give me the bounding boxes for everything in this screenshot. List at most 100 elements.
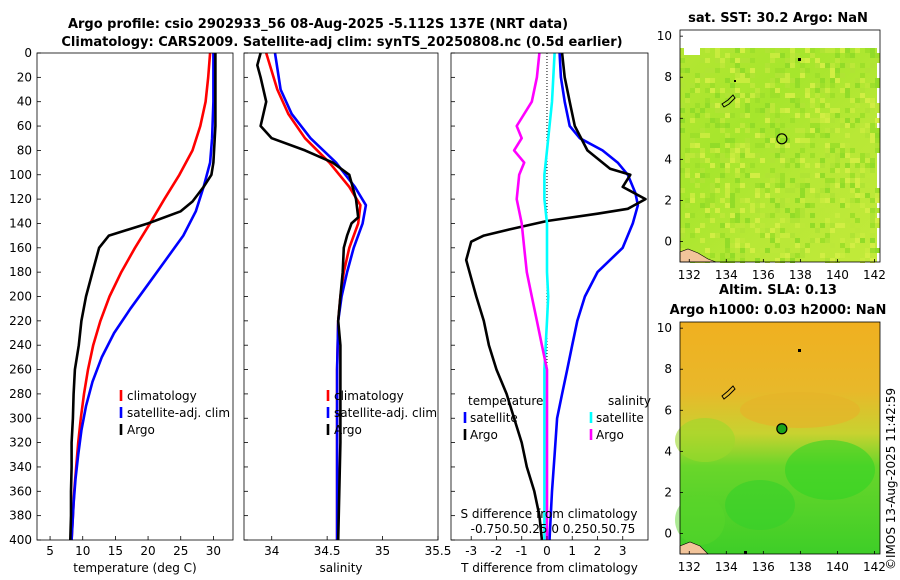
sst-cell (755, 253, 760, 258)
sst-cell (780, 158, 785, 163)
sst-cell (695, 88, 700, 93)
diff-xtick-label: 1 (568, 544, 576, 558)
sst-cell (765, 113, 770, 118)
sst-cell (830, 203, 835, 208)
sst-cell (815, 58, 820, 63)
sst-cell (705, 123, 710, 128)
sst-cell (685, 93, 690, 98)
sst-cell (710, 203, 715, 208)
sst-cell (780, 218, 785, 223)
sst-cell (820, 198, 825, 203)
sst-cell (845, 83, 850, 88)
sst-cell (810, 238, 815, 243)
diff-xtick-label: 0 (543, 544, 551, 558)
sst-cell (875, 218, 880, 223)
sst-cell (780, 73, 785, 78)
sst-cell (875, 128, 880, 133)
sst-cell (865, 68, 870, 73)
sst-cell (700, 238, 705, 243)
sst-cell (755, 198, 760, 203)
diff-xtick-label: -3 (465, 544, 477, 558)
sst-cell (745, 58, 750, 63)
m1ticks-xtick-label: 132 (678, 268, 701, 282)
sst-cell (780, 203, 785, 208)
sla-map-islet (798, 349, 801, 352)
sst-cell (860, 168, 865, 173)
sst-cell (700, 148, 705, 153)
sst-cell (680, 168, 685, 173)
sst-cell (805, 243, 810, 248)
sst-cell (790, 63, 795, 68)
sst-cell (865, 158, 870, 163)
sst-cell (805, 248, 810, 253)
sst-cell (735, 88, 740, 93)
sst-cell (755, 228, 760, 233)
sst-cell (780, 123, 785, 128)
sst-cell (850, 243, 855, 248)
sst-cell (760, 213, 765, 218)
sst-cell (835, 183, 840, 188)
sst-cell (775, 53, 780, 58)
sst-cell (785, 73, 790, 78)
sst-cell (750, 223, 755, 228)
sst-cell (845, 108, 850, 113)
sst-cell (795, 223, 800, 228)
sst-cell (835, 113, 840, 118)
sst-cell (855, 83, 860, 88)
sst-cell (790, 53, 795, 58)
sst-cell (860, 128, 865, 133)
sst-cell (840, 153, 845, 158)
sst-cell (710, 218, 715, 223)
sst-cell (720, 158, 725, 163)
sst-cell (725, 148, 730, 153)
sst-cell (875, 193, 880, 198)
sst-cell (860, 123, 865, 128)
sst-cell (715, 143, 720, 148)
sst-cell (700, 108, 705, 113)
sst-cell (875, 248, 880, 253)
sst-cell (720, 213, 725, 218)
sst-cell (765, 138, 770, 143)
sst-cell (725, 248, 730, 253)
sst-cell (690, 83, 695, 88)
sst-cell (840, 238, 845, 243)
sst-cell (770, 103, 775, 108)
sst-cell (740, 123, 745, 128)
sst-cell (770, 248, 775, 253)
sst-cell (735, 98, 740, 103)
sst-cell (785, 253, 790, 258)
sst-cell (735, 143, 740, 148)
sst-cell (840, 203, 845, 208)
credit-timestamp: ©IMOS 13-Aug-2025 11:42:59 (884, 388, 898, 570)
sst-cell (855, 178, 860, 183)
sla-map-title-1: Altim. SLA: 0.13 (719, 283, 837, 298)
sst-cell (775, 208, 780, 213)
sst-cell (680, 83, 685, 88)
sla-map-islet-2 (744, 551, 747, 554)
sst-cell (810, 133, 815, 138)
sst-cell (795, 138, 800, 143)
sst-cell (835, 78, 840, 83)
sst-cell (785, 218, 790, 223)
sst-cell (715, 148, 720, 153)
sst-cell (830, 78, 835, 83)
sst-cell (710, 88, 715, 93)
sst-cell (830, 83, 835, 88)
sst-cell (765, 118, 770, 123)
sst-cell (810, 128, 815, 133)
sst-cell (855, 78, 860, 83)
depth-tick-label: 100 (9, 168, 32, 182)
sst-cell (800, 143, 805, 148)
sst-cell (780, 143, 785, 148)
sst-cell (860, 153, 865, 158)
sal-series-1 (273, 52, 368, 540)
sst-cell (825, 238, 830, 243)
sst-cell (865, 83, 870, 88)
sst-cell (830, 68, 835, 73)
sst-cell (735, 58, 740, 63)
sst-cell (770, 108, 775, 113)
m2ticks-xtick-label: 138 (789, 560, 812, 574)
sst-cell (850, 173, 855, 178)
sst-cell (700, 193, 705, 198)
sst-cell (870, 248, 875, 253)
